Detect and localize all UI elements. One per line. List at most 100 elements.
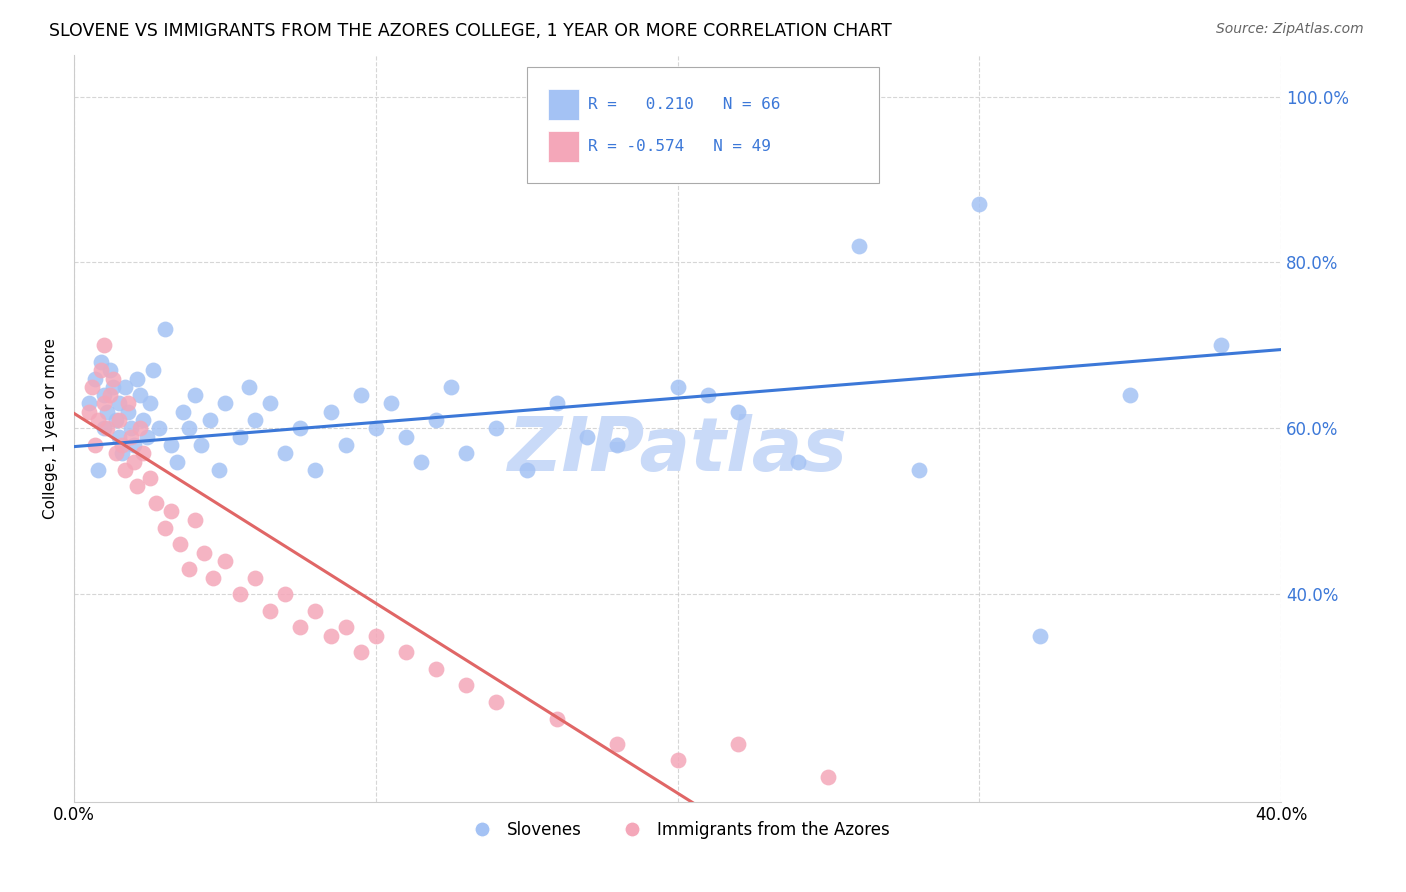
Point [172,405,194,419]
Point [111,438,134,452]
Y-axis label: College, 1 year or more: College, 1 year or more [44,338,58,519]
Point [138,396,160,410]
Point [117,405,139,419]
Point [84,371,107,385]
Point [208,463,231,477]
Point [546,712,568,726]
Point [304,604,326,618]
Point [290,620,312,634]
Point [1119,388,1142,402]
Point [129,421,152,435]
Point [319,405,342,419]
Point [108,430,131,444]
Point [409,454,432,468]
Point [177,562,200,576]
Point [105,413,128,427]
Point [606,737,628,751]
Point [546,396,568,410]
Point [848,239,870,253]
Point [364,421,387,435]
Point [350,388,373,402]
Point [127,479,149,493]
Point [93,396,115,410]
Point [132,413,155,427]
Text: R = -0.574   N = 49: R = -0.574 N = 49 [588,139,770,153]
Point [259,604,281,618]
Point [606,438,628,452]
Point [440,380,463,394]
Text: Source: ZipAtlas.com: Source: ZipAtlas.com [1216,22,1364,37]
Point [129,388,152,402]
Point [111,446,134,460]
Point [153,322,176,336]
Point [238,380,260,394]
Point [132,446,155,460]
Point [114,380,136,394]
Point [90,355,112,369]
Point [138,471,160,485]
Point [425,413,447,427]
Point [127,371,149,385]
Point [124,438,146,452]
Point [135,430,157,444]
Point [666,753,689,767]
Point [87,463,110,477]
Point [117,396,139,410]
Point [93,388,115,402]
Point [108,413,131,427]
Point [214,554,236,568]
Point [229,587,252,601]
Point [98,388,121,402]
Point [485,421,508,435]
Point [145,496,167,510]
Point [304,463,326,477]
Point [350,645,373,659]
Point [93,421,115,435]
Point [696,388,718,402]
Point [456,446,478,460]
Point [214,396,236,410]
Point [96,405,118,419]
Point [190,438,212,452]
Point [103,371,125,385]
Point [243,413,266,427]
Point [103,380,125,394]
Point [141,363,163,377]
Point [666,380,689,394]
Point [184,512,207,526]
Point [159,438,181,452]
Point [177,421,200,435]
Point [259,396,281,410]
Legend: Slovenes, Immigrants from the Azores: Slovenes, Immigrants from the Azores [458,814,897,846]
Point [335,620,357,634]
Point [908,463,931,477]
Point [1028,629,1050,643]
Point [335,438,357,452]
Point [105,446,128,460]
Point [290,421,312,435]
Point [576,430,599,444]
Point [193,546,215,560]
Point [84,438,107,452]
Point [425,662,447,676]
Point [817,770,839,784]
Point [229,430,252,444]
Point [169,537,191,551]
Point [90,363,112,377]
Point [395,430,418,444]
Point [93,338,115,352]
Point [485,695,508,709]
Point [166,454,188,468]
Point [201,571,224,585]
Point [82,380,104,394]
Point [184,388,207,402]
Point [124,454,146,468]
Point [153,521,176,535]
Text: ZIPatlas: ZIPatlas [508,414,848,487]
Point [319,629,342,643]
Point [243,571,266,585]
Point [98,363,121,377]
Point [77,405,100,419]
Point [727,737,749,751]
Point [1209,338,1232,352]
